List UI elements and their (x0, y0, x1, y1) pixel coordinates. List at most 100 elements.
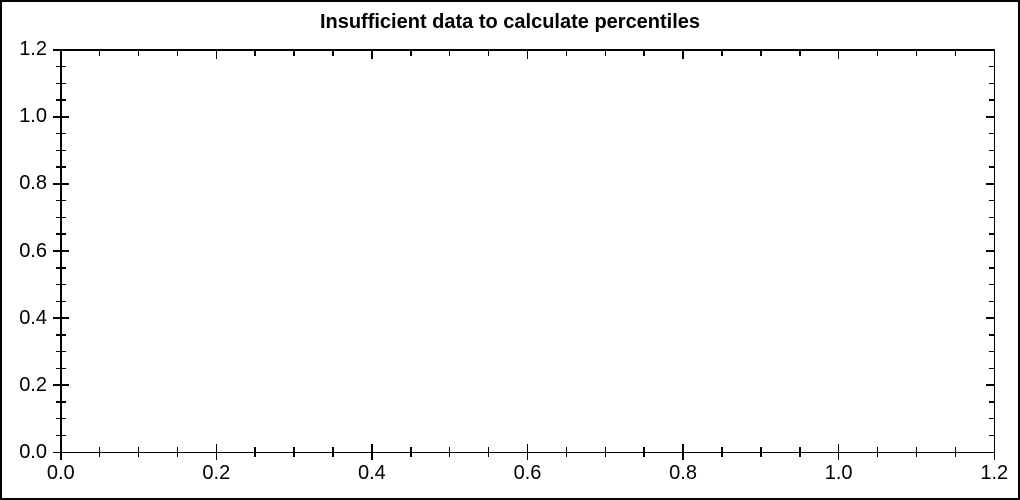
x-minor-tick (799, 447, 801, 458)
x-minor-tick-top (760, 49, 762, 56)
y-tick-label: 1.0 (19, 105, 47, 128)
y-tick-label: 1.2 (19, 38, 47, 61)
x-major-tick-top (837, 49, 840, 59)
x-tick-label: 1.2 (980, 462, 1009, 484)
x-minor-tick (176, 447, 179, 458)
x-major-tick-top (215, 49, 218, 59)
x-minor-tick-top (137, 49, 140, 56)
x-tick-label: 0.0 (46, 462, 75, 484)
y-major-tick-right (985, 384, 995, 386)
x-tick-label: 0.6 (513, 462, 542, 484)
y-minor-tick-right (988, 434, 995, 437)
x-minor-tick (293, 447, 295, 458)
y-major-tick (52, 384, 69, 386)
y-minor-tick-right (988, 350, 995, 353)
x-major-tick-top (682, 49, 684, 59)
y-minor-tick (55, 233, 66, 235)
x-minor-tick (876, 447, 879, 458)
y-minor-tick (55, 300, 66, 303)
x-minor-tick-top (565, 49, 568, 56)
y-minor-tick-right (988, 149, 995, 152)
x-minor-tick (954, 447, 957, 458)
x-minor-tick-top (410, 49, 412, 56)
x-tick-label: 0.2 (202, 462, 231, 484)
x-major-tick-top (371, 49, 373, 59)
x-minor-tick-top (604, 49, 607, 56)
y-minor-tick-right (988, 132, 995, 135)
x-tick-label: 1.0 (824, 462, 853, 484)
x-minor-tick (643, 447, 645, 458)
x-minor-tick (565, 447, 568, 458)
y-minor-tick-right (988, 82, 995, 85)
x-minor-tick-top (915, 49, 918, 56)
x-minor-tick (137, 447, 140, 458)
x-minor-tick (98, 447, 101, 458)
x-minor-tick-top (293, 49, 295, 56)
y-major-tick (52, 116, 69, 118)
y-minor-tick-right (988, 401, 995, 403)
y-tick-label: 0.0 (19, 440, 47, 463)
y-minor-tick-right (988, 334, 995, 336)
y-minor-tick-right (988, 216, 995, 219)
y-major-tick (52, 317, 69, 319)
x-minor-tick-top (954, 49, 957, 56)
y-major-tick (52, 183, 69, 185)
x-minor-tick (915, 447, 918, 458)
y-major-tick-right (985, 116, 995, 118)
y-minor-tick-right (988, 166, 995, 168)
y-major-tick-right (985, 451, 995, 453)
chart-title: Insufficient data to calculate percentil… (319, 11, 701, 33)
y-minor-tick-right (988, 283, 995, 286)
x-major-tick (371, 444, 373, 461)
y-major-tick (52, 451, 69, 453)
y-major-tick-right (985, 183, 995, 185)
y-minor-tick-right (988, 417, 995, 420)
y-minor-tick-right (988, 99, 995, 101)
y-minor-tick-right (988, 65, 995, 68)
x-minor-tick-top (448, 49, 451, 56)
x-minor-tick (604, 447, 607, 458)
y-minor-tick-right (988, 367, 995, 370)
x-minor-tick (721, 447, 723, 458)
x-major-tick-top (526, 49, 529, 59)
x-major-tick-top (60, 49, 62, 59)
x-minor-tick-top (254, 49, 256, 56)
x-minor-tick-top (643, 49, 645, 56)
y-major-tick-right (985, 49, 995, 51)
x-minor-tick-top (487, 49, 490, 56)
x-major-tick-top (993, 49, 995, 59)
plot-area (52, 49, 995, 461)
y-minor-tick (55, 283, 66, 286)
y-tick-label: 0.2 (19, 373, 47, 396)
y-tick-label: 0.6 (19, 239, 47, 262)
y-tick-label: 0.8 (19, 172, 47, 195)
x-major-tick (526, 444, 529, 461)
x-minor-tick-top (876, 49, 879, 56)
y-tick-label: 0.4 (19, 306, 47, 329)
y-minor-tick-right (988, 199, 995, 202)
y-minor-tick (55, 367, 66, 370)
y-minor-tick (55, 334, 66, 336)
y-minor-tick (55, 401, 66, 403)
y-minor-tick (55, 82, 66, 85)
x-tick-label: 0.8 (669, 462, 697, 484)
y-minor-tick (55, 350, 66, 353)
x-minor-tick (332, 447, 334, 458)
x-minor-tick-top (98, 49, 101, 56)
x-minor-tick (760, 447, 762, 458)
x-tick-label: 0.4 (358, 462, 386, 484)
y-major-tick (52, 250, 69, 252)
x-minor-tick (487, 447, 490, 458)
y-minor-tick (55, 166, 66, 168)
x-minor-tick (254, 447, 256, 458)
y-major-tick-right (985, 250, 995, 252)
x-major-tick (682, 444, 684, 461)
y-minor-tick (55, 199, 66, 202)
y-minor-tick-right (988, 233, 995, 235)
y-major-tick (52, 49, 69, 51)
x-minor-tick (448, 447, 451, 458)
y-minor-tick (55, 132, 66, 135)
y-minor-tick (55, 149, 66, 152)
y-minor-tick-right (988, 267, 995, 269)
x-minor-tick-top (799, 49, 801, 56)
